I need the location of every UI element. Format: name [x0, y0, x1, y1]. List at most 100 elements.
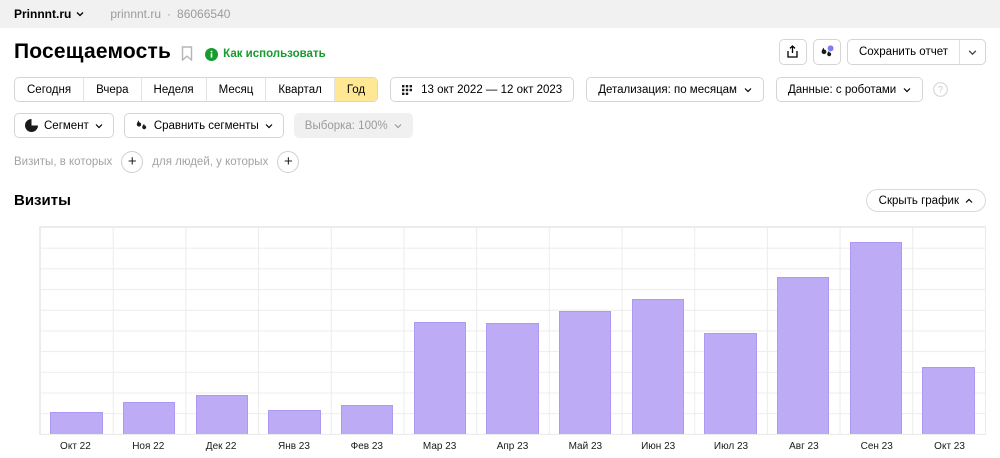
filters-row: Визиты, в которых + для людей, у которых… — [14, 151, 986, 173]
sample-dropdown[interactable]: Выборка: 100% — [293, 113, 413, 138]
chevron-down-icon — [394, 122, 402, 130]
chart-header: Визиты Скрыть график — [14, 189, 986, 212]
report-header: Посещаемость Как использовать — [14, 39, 986, 65]
x-axis-label: Июн 23 — [641, 441, 676, 452]
counter-meta: prinnnt.ru · 86066540 — [110, 7, 230, 21]
chevron-down-icon — [265, 122, 273, 130]
counter-switcher[interactable]: Prinnnt.ru — [14, 7, 84, 21]
detail-dropdown[interactable]: Детализация: по месяцам — [586, 77, 764, 102]
segment-button[interactable]: Сегмент — [14, 113, 114, 138]
x-axis-label: Июл 23 — [713, 441, 749, 452]
visits-filter-label: Визиты, в которых — [14, 156, 113, 168]
bar-column-4 — [331, 227, 404, 434]
info-icon — [205, 47, 219, 61]
bar-дек-22[interactable] — [195, 394, 248, 434]
counter-id: 86066540 — [177, 7, 231, 21]
svg-text:?: ? — [938, 85, 943, 95]
x-axis-label: Окт 23 — [934, 441, 965, 452]
segment-label: Сегмент — [44, 119, 89, 132]
bar-column-3 — [258, 227, 331, 434]
x-axis-label: Дек 22 — [205, 441, 237, 452]
x-axis-label: Авг 23 — [789, 441, 819, 452]
period-yesterday[interactable]: Вчера — [84, 78, 142, 101]
period-segmented-control: Сегодня Вчера Неделя Месяц Квартал Год — [14, 77, 379, 102]
bookmark-icon[interactable] — [181, 46, 193, 61]
bar-окт-22[interactable] — [50, 411, 103, 434]
visits-bar-chart: Окт 22 Ноя 22 Дек 22 Янв 23 Фев 23 Мар 23 Апр … — [39, 226, 986, 452]
chart-title: Визиты — [14, 192, 71, 209]
save-report-group: Сохранить отчет — [846, 39, 986, 65]
x-axis-label: Сен 23 — [860, 441, 893, 452]
x-axis-label: Апр 23 — [496, 441, 529, 452]
pie-chart-icon — [25, 119, 38, 132]
help-icon[interactable]: ? — [933, 82, 949, 97]
bar-фев-23[interactable] — [340, 404, 394, 434]
sample-label: Выборка: 100% — [304, 119, 388, 132]
export-icon — [786, 45, 799, 59]
bar-янв-23[interactable] — [268, 409, 321, 434]
save-report-dropdown[interactable] — [959, 40, 985, 64]
bar-окт-23[interactable] — [922, 366, 975, 434]
data-mode-label: Данные: с роботами — [787, 83, 897, 96]
chart-plot — [39, 226, 986, 435]
bar-май-23[interactable] — [558, 311, 612, 434]
bar-column-2 — [185, 227, 258, 434]
bar-column-11 — [840, 227, 913, 434]
page-title: Посещаемость — [14, 40, 172, 63]
how-to-use-label: Как использовать — [223, 48, 326, 60]
bar-июн-23[interactable] — [631, 299, 684, 434]
bar-сен-23[interactable] — [849, 241, 903, 434]
chart-x-labels: Окт 22 Ноя 22 Дек 22 Янв 23 Фев 23 Мар 23 Апр … — [39, 441, 986, 452]
x-axis-label: Мар 23 — [422, 441, 457, 452]
detail-label: Детализация: по месяцам — [598, 83, 737, 96]
bar-column-0 — [40, 227, 113, 434]
counter-name: Prinnnt.ru — [14, 7, 72, 21]
bar-column-6 — [476, 227, 549, 434]
chevron-down-icon — [903, 86, 911, 94]
period-today[interactable]: Сегодня — [15, 78, 85, 101]
bar-column-12 — [912, 227, 985, 434]
topbar: Prinnnt.ru prinnnt.ru · 86066540 — [0, 0, 1000, 28]
bar-мар-23[interactable] — [413, 322, 466, 434]
segments-row: Сегмент Сравнить сегменты Выборка: 100% — [14, 113, 986, 138]
chevron-up-icon — [965, 197, 973, 205]
export-button[interactable] — [778, 39, 807, 65]
add-people-filter-button[interactable]: + — [277, 151, 300, 173]
bar-апр-23[interactable] — [486, 322, 539, 434]
chevron-down-icon — [76, 10, 84, 18]
compare-segments-button[interactable]: Сравнить сегменты — [123, 113, 284, 138]
period-toolbar: Сегодня Вчера Неделя Месяц Квартал Год 1… — [14, 77, 986, 102]
compare-segments-label: Сравнить сегменты — [153, 119, 259, 132]
date-range-label: 13 окт 2022 — 12 окт 2023 — [421, 83, 563, 96]
period-month[interactable]: Месяц — [207, 78, 267, 101]
bar-column-9 — [694, 227, 767, 434]
period-quarter[interactable]: Квартал — [266, 78, 335, 101]
people-filter-label: для людей, у которых — [152, 156, 269, 168]
chevron-down-icon — [95, 122, 103, 130]
bar-column-5 — [403, 227, 476, 434]
bar-column-7 — [549, 227, 622, 434]
chevron-down-icon — [744, 86, 752, 94]
save-report-button[interactable]: Сохранить отчет — [858, 46, 948, 58]
droplets-notification-icon — [819, 44, 835, 60]
hide-chart-button[interactable]: Скрыть график — [865, 189, 986, 212]
calendar-grid-icon — [402, 84, 414, 96]
hide-chart-label: Скрыть график — [878, 194, 959, 207]
x-axis-label: Янв 23 — [277, 441, 310, 452]
bar-ноя-22[interactable] — [122, 401, 176, 434]
separator-dot: · — [167, 7, 172, 21]
period-week[interactable]: Неделя — [142, 78, 207, 101]
x-axis-label: Май 23 — [568, 441, 603, 452]
data-mode-dropdown[interactable]: Данные: с роботами — [775, 77, 924, 102]
segments-notification-button[interactable] — [812, 39, 841, 65]
bar-авг-23[interactable] — [777, 276, 830, 434]
add-visits-filter-button[interactable]: + — [121, 151, 144, 173]
date-range-button[interactable]: 13 окт 2022 — 12 окт 2023 — [390, 77, 575, 102]
period-year[interactable]: Год — [334, 78, 378, 101]
x-axis-label: Окт 22 — [60, 441, 91, 452]
bar-column-1 — [113, 227, 186, 434]
how-to-use-link[interactable]: Как использовать — [205, 47, 326, 61]
bar-column-8 — [622, 227, 695, 434]
x-axis-label: Ноя 22 — [132, 441, 165, 452]
bar-июл-23[interactable] — [704, 333, 757, 434]
